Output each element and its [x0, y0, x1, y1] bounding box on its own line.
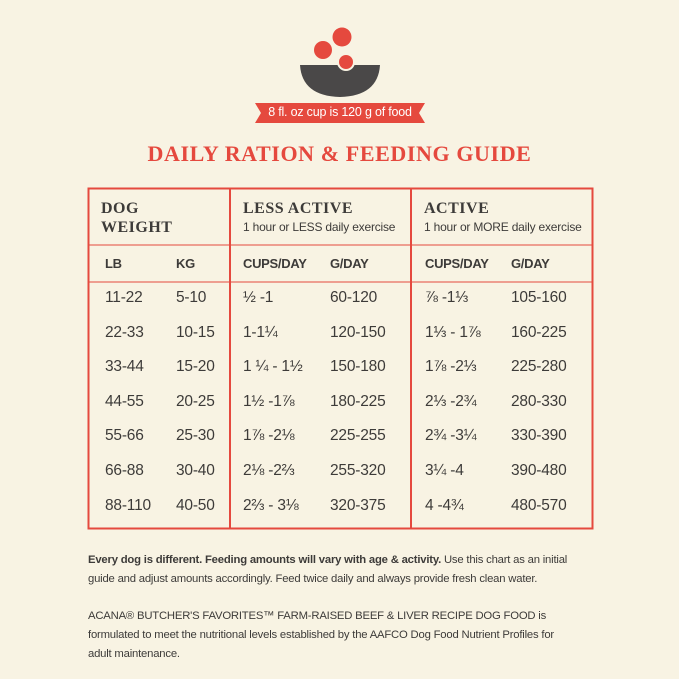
- cell: 10-15: [176, 323, 215, 341]
- badge-bg: [255, 103, 425, 123]
- cell: 1⅞ -2⅓: [425, 358, 477, 376]
- note-text: Use this chart as an initial guide and a…: [88, 554, 568, 585]
- cell: 180-225: [330, 392, 386, 410]
- cell: 44-55: [105, 392, 144, 410]
- cell: 280-330: [511, 392, 567, 410]
- cell: 55-66: [105, 427, 144, 445]
- cell: 480-570: [511, 496, 567, 514]
- cell: 11-22: [105, 289, 143, 306]
- cell: 320-375: [330, 496, 386, 514]
- cell: 150-180: [330, 358, 386, 376]
- cell: 5-10: [176, 289, 207, 306]
- cell: 255-320: [330, 462, 386, 479]
- note: ACANA® BUTCHER'S FAVORITES™ FARM-RAISED …: [88, 610, 554, 660]
- cell: ½ -1: [243, 289, 274, 306]
- cell: 225-255: [330, 427, 386, 445]
- cell: ⅞ -1⅓: [425, 289, 468, 306]
- cell: 2⅛ -2⅔: [243, 462, 295, 479]
- cell: 40-50: [176, 496, 215, 514]
- food-ball: [332, 27, 352, 47]
- cell: 22-33: [105, 323, 144, 341]
- cell: 2⅓ -2¾: [425, 392, 477, 410]
- cell: 4 -4¾: [425, 496, 464, 514]
- cell: 2¾ -3¼: [425, 427, 477, 445]
- cell: 20-25: [176, 392, 215, 410]
- cell: 30-40: [176, 462, 215, 479]
- cell: 225-280: [511, 358, 567, 376]
- column-header: G/DAY: [330, 256, 369, 271]
- cell: 1 ¼ - 1½: [243, 358, 303, 376]
- food-ball: [337, 53, 355, 71]
- bowl: [300, 65, 380, 97]
- cell: 3¼ -4: [425, 462, 464, 479]
- cell: 33-44: [105, 358, 144, 376]
- column-header: CUPS/DAY: [425, 256, 489, 271]
- cell: 120-150: [330, 323, 386, 341]
- cell: 66-88: [105, 462, 144, 479]
- group-subtitle: 1 hour or LESS daily exercise: [243, 220, 396, 234]
- group-title: ACTIVE: [424, 200, 490, 217]
- cell: 330-390: [511, 427, 567, 445]
- badge-text: 8 fl. oz cup is 120 g of food: [268, 105, 412, 119]
- cell: 60-120: [330, 289, 378, 306]
- cell: 160-225: [511, 323, 567, 341]
- group-title: DOG WEIGHT: [101, 200, 173, 236]
- column-header: G/DAY: [511, 256, 550, 271]
- cell: 2⅔ - 3⅛: [243, 496, 299, 514]
- cell: 1½ -1⅞: [243, 392, 295, 410]
- cell: 1-1¼: [243, 323, 278, 341]
- cell: 15-20: [176, 358, 215, 376]
- column-header: CUPS/DAY: [243, 256, 307, 271]
- food-ball: [314, 41, 332, 59]
- title: DAILY RATION & FEEDING GUIDE: [147, 141, 532, 166]
- cell: 390-480: [511, 462, 567, 479]
- column-header: LB: [105, 256, 122, 271]
- cell: 105-160: [511, 289, 567, 306]
- cell: 88-110: [105, 496, 151, 514]
- group-subtitle: 1 hour or MORE daily exercise: [424, 220, 582, 234]
- note-bold: Every dog is different. Feeding amounts …: [88, 554, 442, 566]
- group-title: LESS ACTIVE: [243, 200, 353, 217]
- cell: 1⅞ -2⅛: [243, 427, 295, 445]
- cell: 25-30: [176, 427, 215, 445]
- column-header: KG: [176, 256, 195, 271]
- note: Every dog is different. Feeding amounts …: [88, 551, 578, 589]
- cell: 1⅓ - 1⅞: [425, 323, 481, 341]
- table-border: [87, 187, 594, 530]
